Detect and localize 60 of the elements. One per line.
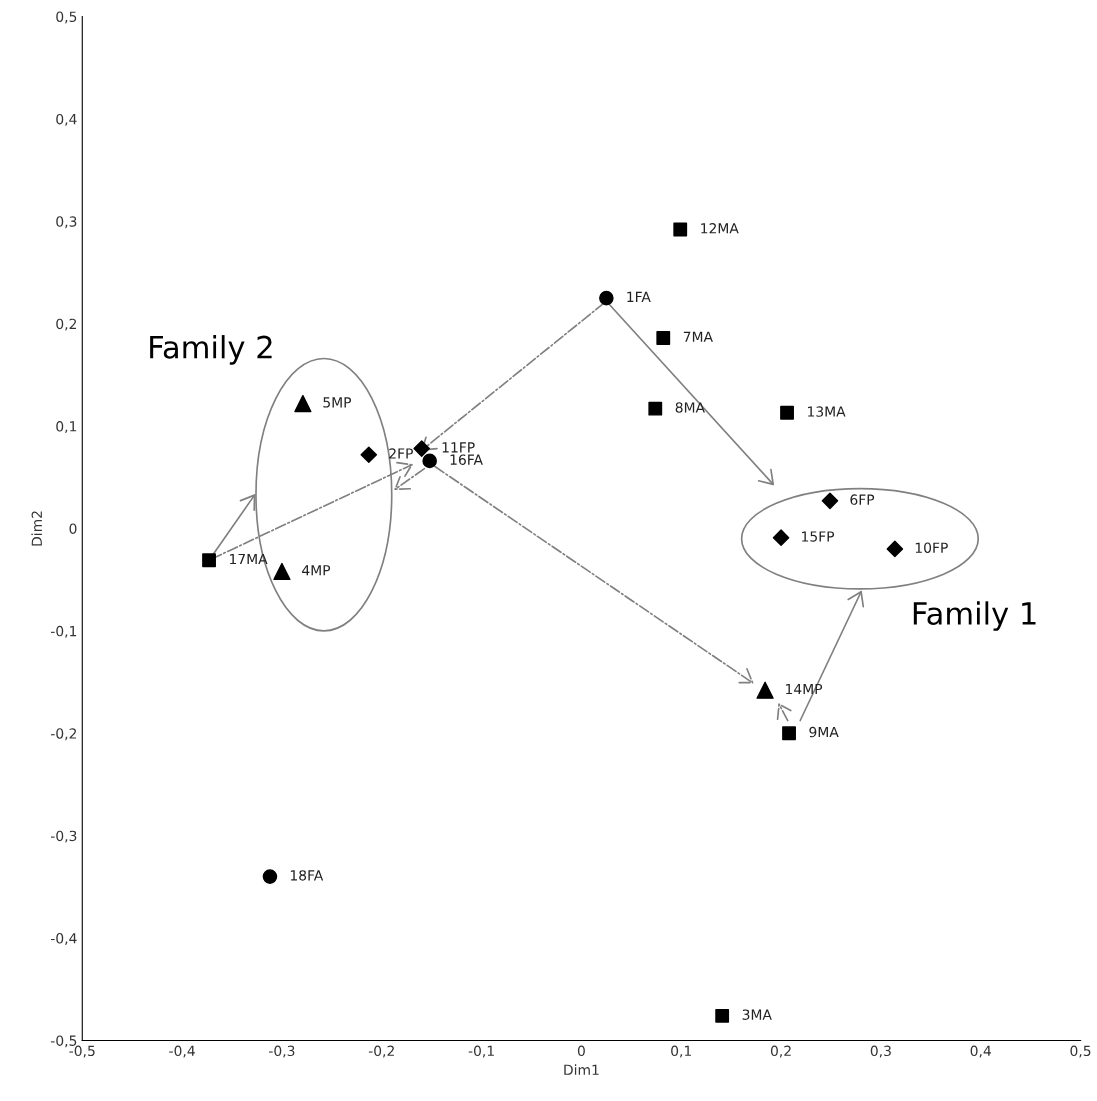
y-tick-label: 0,4 xyxy=(56,113,77,126)
annotation: 2FP xyxy=(389,448,413,459)
annotation: Family 2 xyxy=(150,335,272,365)
annotation: 7MA xyxy=(683,331,713,342)
y-axis-title: Dim2 xyxy=(31,511,42,546)
annotation: 14MP xyxy=(786,683,823,695)
point xyxy=(756,681,774,699)
point xyxy=(772,529,790,546)
point xyxy=(294,394,312,413)
point xyxy=(599,290,614,306)
annotation: 18FA xyxy=(290,870,324,881)
x-tick-label: -0,2 xyxy=(368,1045,394,1058)
annotation: 15FP xyxy=(802,531,835,542)
y-tick-label: 0,5 xyxy=(56,11,77,24)
point xyxy=(656,331,671,345)
point xyxy=(273,562,291,581)
point xyxy=(413,440,430,457)
y-tick-label: 0,3 xyxy=(56,216,77,229)
x-tick-label: 0,5 xyxy=(1070,1045,1091,1058)
x-tick-label: 0,3 xyxy=(870,1045,891,1058)
y-tick-label: -0,4 xyxy=(50,933,77,945)
annotation: 11FP xyxy=(442,442,475,453)
y-tick-label: 0,2 xyxy=(56,318,77,331)
point xyxy=(360,446,378,464)
y-tick-label: -0,1 xyxy=(50,625,77,638)
annotation: 10FP xyxy=(915,542,948,553)
annotation: 8MA xyxy=(675,402,705,413)
point xyxy=(886,540,904,558)
point xyxy=(673,222,688,237)
annotation: 16FA xyxy=(450,454,483,465)
y-tick-label: -0,2 xyxy=(50,728,77,741)
point xyxy=(782,726,796,741)
annotation: 4MP xyxy=(302,565,331,576)
point xyxy=(648,401,663,416)
annotation: 9MA xyxy=(809,726,839,738)
x-tick-label: 0 xyxy=(577,1045,585,1057)
x-tick-label: 0,2 xyxy=(770,1045,791,1058)
x-tick-label: 0,1 xyxy=(671,1045,691,1058)
annotation: 17MA xyxy=(230,553,268,565)
x-tick-label: 0,4 xyxy=(970,1045,991,1058)
x-tick-label: -0,1 xyxy=(468,1045,494,1058)
x-tick-label: -0,4 xyxy=(169,1045,195,1058)
point xyxy=(715,1008,730,1023)
annotation: 1FA xyxy=(627,291,651,302)
point xyxy=(821,492,839,510)
y-tick-label: -0,3 xyxy=(50,830,77,843)
point xyxy=(262,869,278,884)
point xyxy=(422,453,437,469)
annotation: Family 1 xyxy=(913,601,1036,631)
y-tick-label: 0,1 xyxy=(56,421,77,433)
annotation: 13MA xyxy=(808,406,846,417)
x-axis-title: Dim1 xyxy=(564,1064,599,1075)
annotation: 12MA xyxy=(701,223,739,234)
annotation: 6FP xyxy=(850,494,875,505)
annotation: 3MA xyxy=(742,1009,772,1020)
point xyxy=(780,405,794,420)
annotation: 5MP xyxy=(323,397,352,408)
point xyxy=(202,553,216,568)
y-tick-label: 0 xyxy=(69,523,77,534)
x-tick-label: -0,3 xyxy=(269,1045,295,1058)
